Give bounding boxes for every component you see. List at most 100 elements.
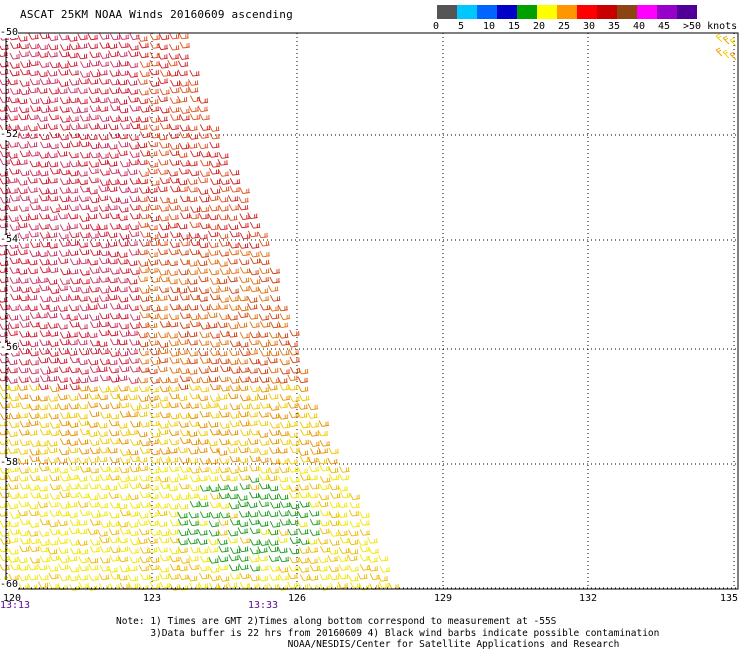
wind-barb [179,493,190,501]
wind-barb [67,314,79,321]
wind-barb [78,257,89,265]
wind-barb [127,521,139,528]
wind-barb [38,348,50,355]
wind-barb [88,96,100,103]
wind-barb [289,446,301,453]
wind-barb [228,467,239,474]
wind-barb [208,204,220,212]
wind-barb [79,465,91,473]
wind-barb [290,366,301,374]
wind-barb [57,529,69,536]
wind-barb [139,295,150,302]
wind-barb [230,547,241,554]
wind-barb [58,33,70,41]
wind-barb [309,518,321,526]
wind-barb [49,483,61,491]
wind-barb [328,473,340,481]
wind-barb [69,356,81,364]
wind-barb [157,546,168,553]
wind-barb [227,214,238,221]
wind-barb [218,357,230,365]
wind-barb [88,456,99,463]
wind-barb [249,491,260,499]
footnotes: Note: 1) Times are GMT 2)Times along bot… [116,616,659,651]
wind-barb [38,212,50,220]
wind-barb [49,493,61,500]
wind-barb [8,322,20,329]
scale-swatch [557,5,577,19]
wind-barb [67,439,79,446]
wind-barb [278,466,290,473]
wind-barb [167,320,179,328]
wind-barb [157,313,169,320]
wind-barb [367,556,378,563]
wind-barb [88,393,99,400]
wind-barb [7,176,18,184]
wind-barb [79,114,91,122]
wind-barb [198,132,210,139]
wind-barb [59,116,71,123]
wind-barb [169,349,180,357]
wind-barb [0,205,9,211]
wind-barb [157,77,169,84]
wind-barb [298,449,309,456]
wind-barb [127,393,138,401]
wind-barb [127,61,139,69]
wind-barb [137,519,148,526]
wind-barb [338,572,349,580]
wind-barb [18,574,29,581]
wind-barb [218,195,229,203]
wind-barb [209,428,221,436]
wind-barb [257,431,269,438]
wind-barb [298,483,309,491]
wind-barb [169,303,180,311]
wind-barb [158,149,170,156]
wind-barb [0,297,8,303]
wind-barb [197,474,208,482]
wind-barb [267,383,278,391]
wind-barb [199,170,211,177]
wind-barb [108,412,120,420]
wind-barb [9,52,21,60]
wind-barb [67,446,79,454]
wind-barb [18,294,30,302]
wind-barb [237,520,249,528]
wind-barb [268,331,280,339]
wind-barb [177,69,188,77]
wind-barb [287,572,298,580]
wind-barb [7,474,19,482]
wind-barb [90,321,101,329]
wind-barb [28,509,39,517]
wind-barb [189,293,201,301]
wind-barb [197,446,208,454]
wind-barb [187,412,199,420]
wind-barb [130,420,141,428]
wind-barb [177,511,188,519]
wind-barb [69,277,81,285]
wind-barb [157,268,169,276]
wind-barb [149,448,161,456]
wind-barb [177,60,189,68]
wind-barb [137,275,149,282]
wind-barb [19,402,31,410]
wind-barb [57,403,69,411]
wind-barb [98,87,109,95]
wind-barb [168,528,179,536]
wind-barb [18,242,30,249]
wind-barb [300,428,311,436]
wind-barb [69,383,80,391]
wind-barb [209,349,220,357]
wind-barb [97,501,109,509]
wind-barb [199,572,210,580]
wind-barb [289,395,300,402]
wind-barb [78,195,90,202]
wind-barb [177,178,188,186]
wind-barb [68,169,79,177]
wind-barb [57,284,69,291]
wind-barb [57,376,69,383]
wind-barb [187,124,198,132]
wind-barb [30,491,41,499]
wind-barb [237,203,249,211]
wind-barb [359,529,371,536]
wind-barb [148,312,159,320]
